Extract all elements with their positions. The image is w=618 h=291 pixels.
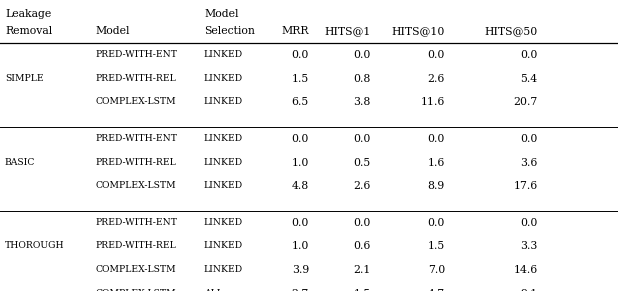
Text: PRED-WITH-REL: PRED-WITH-REL bbox=[96, 157, 177, 166]
Text: ALL: ALL bbox=[204, 288, 223, 291]
Text: 8.9: 8.9 bbox=[428, 181, 445, 191]
Text: 0.0: 0.0 bbox=[292, 134, 309, 144]
Text: LINKED: LINKED bbox=[204, 241, 243, 250]
Text: 7.0: 7.0 bbox=[428, 265, 445, 275]
Text: 3.6: 3.6 bbox=[520, 157, 538, 168]
Text: LINKED: LINKED bbox=[204, 157, 243, 166]
Text: COMPLEX-LSTM: COMPLEX-LSTM bbox=[96, 288, 176, 291]
Text: COMPLEX-LSTM: COMPLEX-LSTM bbox=[96, 97, 176, 106]
Text: LINKED: LINKED bbox=[204, 97, 243, 106]
Text: 0.5: 0.5 bbox=[353, 157, 371, 168]
Text: LINKED: LINKED bbox=[204, 181, 243, 190]
Text: HITS@1: HITS@1 bbox=[324, 26, 371, 36]
Text: Selection: Selection bbox=[204, 26, 255, 36]
Text: THOROUGH: THOROUGH bbox=[5, 241, 64, 250]
Text: 3.3: 3.3 bbox=[520, 241, 538, 251]
Text: 0.0: 0.0 bbox=[292, 50, 309, 60]
Text: 2.1: 2.1 bbox=[353, 265, 371, 275]
Text: LINKED: LINKED bbox=[204, 74, 243, 83]
Text: 1.6: 1.6 bbox=[428, 157, 445, 168]
Text: 17.6: 17.6 bbox=[514, 181, 538, 191]
Text: 0.0: 0.0 bbox=[520, 134, 538, 144]
Text: 0.0: 0.0 bbox=[353, 134, 371, 144]
Text: 20.7: 20.7 bbox=[514, 97, 538, 107]
Text: 4.8: 4.8 bbox=[292, 181, 309, 191]
Text: PRED-WITH-ENT: PRED-WITH-ENT bbox=[96, 218, 178, 227]
Text: Leakage: Leakage bbox=[5, 9, 51, 19]
Text: 0.0: 0.0 bbox=[353, 218, 371, 228]
Text: COMPLEX-LSTM: COMPLEX-LSTM bbox=[96, 181, 176, 190]
Text: COMPLEX-LSTM: COMPLEX-LSTM bbox=[96, 265, 176, 274]
Text: 0.0: 0.0 bbox=[520, 50, 538, 60]
Text: 11.6: 11.6 bbox=[421, 97, 445, 107]
Text: PRED-WITH-REL: PRED-WITH-REL bbox=[96, 241, 177, 250]
Text: Model: Model bbox=[204, 9, 239, 19]
Text: 2.6: 2.6 bbox=[353, 181, 371, 191]
Text: 14.6: 14.6 bbox=[514, 265, 538, 275]
Text: 3.9: 3.9 bbox=[292, 265, 309, 275]
Text: HITS@50: HITS@50 bbox=[485, 26, 538, 36]
Text: LINKED: LINKED bbox=[204, 50, 243, 59]
Text: 4.7: 4.7 bbox=[428, 288, 445, 291]
Text: LINKED: LINKED bbox=[204, 265, 243, 274]
Text: 1.0: 1.0 bbox=[292, 241, 309, 251]
Text: 0.0: 0.0 bbox=[428, 50, 445, 60]
Text: 0.0: 0.0 bbox=[428, 218, 445, 228]
Text: 0.8: 0.8 bbox=[353, 74, 371, 84]
Text: 3.8: 3.8 bbox=[353, 97, 371, 107]
Text: PRED-WITH-REL: PRED-WITH-REL bbox=[96, 74, 177, 83]
Text: Removal: Removal bbox=[5, 26, 52, 36]
Text: 0.0: 0.0 bbox=[292, 218, 309, 228]
Text: 9.1: 9.1 bbox=[520, 288, 538, 291]
Text: 0.0: 0.0 bbox=[428, 134, 445, 144]
Text: HITS@10: HITS@10 bbox=[392, 26, 445, 36]
Text: 1.5: 1.5 bbox=[428, 241, 445, 251]
Text: 1.0: 1.0 bbox=[292, 157, 309, 168]
Text: 1.5: 1.5 bbox=[292, 74, 309, 84]
Text: Model: Model bbox=[96, 26, 130, 36]
Text: BASIC: BASIC bbox=[5, 157, 35, 166]
Text: 2.6: 2.6 bbox=[428, 74, 445, 84]
Text: SIMPLE: SIMPLE bbox=[5, 74, 43, 83]
Text: 6.5: 6.5 bbox=[292, 97, 309, 107]
Text: PRED-WITH-ENT: PRED-WITH-ENT bbox=[96, 134, 178, 143]
Text: 0.0: 0.0 bbox=[353, 50, 371, 60]
Text: PRED-WITH-ENT: PRED-WITH-ENT bbox=[96, 50, 178, 59]
Text: 2.7: 2.7 bbox=[292, 288, 309, 291]
Text: LINKED: LINKED bbox=[204, 134, 243, 143]
Text: 5.4: 5.4 bbox=[520, 74, 538, 84]
Text: LINKED: LINKED bbox=[204, 218, 243, 227]
Text: 0.0: 0.0 bbox=[520, 218, 538, 228]
Text: 1.5: 1.5 bbox=[353, 288, 371, 291]
Text: MRR: MRR bbox=[282, 26, 309, 36]
Text: 0.6: 0.6 bbox=[353, 241, 371, 251]
